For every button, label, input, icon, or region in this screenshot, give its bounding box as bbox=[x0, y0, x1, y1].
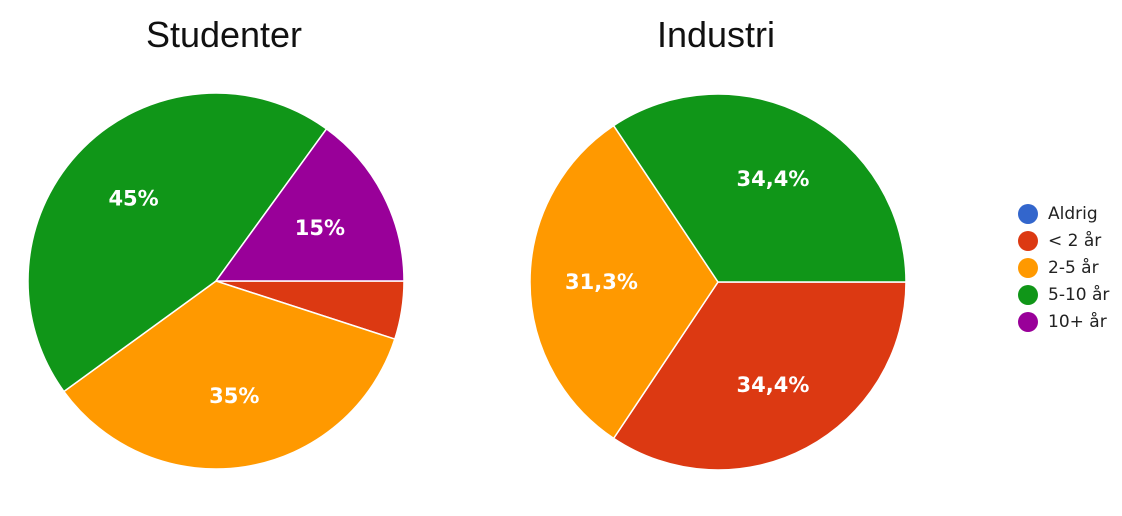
pie-slice-industri-3[interactable] bbox=[612, 93, 907, 283]
legend-swatch-2-5 bbox=[1018, 257, 1038, 278]
legend-item-under-2[interactable]: < 2 år bbox=[1018, 227, 1122, 254]
chart-title-industri: Industri bbox=[656, 14, 776, 55]
legend-swatch-under-2 bbox=[1018, 230, 1038, 251]
pie-slice-studenter-4[interactable] bbox=[214, 127, 405, 282]
pie-charts: 35% 45% 15% 34,4% 31,3% 34,4% bbox=[27, 92, 907, 471]
legend-label-under-2: < 2 år bbox=[1048, 230, 1102, 251]
pie-label-industri-1: 34,4% bbox=[737, 373, 810, 397]
legend-item-5-10[interactable]: 5-10 år bbox=[1018, 281, 1122, 308]
legend-item-10-plus[interactable]: 10+ år bbox=[1018, 308, 1122, 335]
legend-swatch-10-plus bbox=[1018, 311, 1038, 332]
pie-label-studenter-4: 15% bbox=[295, 216, 345, 240]
pie-label-industri-3: 34,4% bbox=[737, 167, 810, 191]
pie-label-studenter-2: 35% bbox=[209, 384, 259, 408]
legend-item-2-5[interactable]: 2-5 år bbox=[1018, 254, 1122, 281]
legend-swatch-aldrig bbox=[1018, 203, 1038, 224]
legend-label-10-plus: 10+ år bbox=[1048, 311, 1107, 332]
pie-label-industri-2: 31,3% bbox=[565, 270, 638, 294]
legend-label-2-5: 2-5 år bbox=[1048, 257, 1099, 278]
legend-label-aldrig: Aldrig bbox=[1048, 203, 1098, 224]
pie-slice-studenter-3[interactable] bbox=[27, 92, 328, 393]
chart-title-studenter: Studenter bbox=[145, 14, 303, 55]
legend-item-aldrig[interactable]: Aldrig bbox=[1018, 200, 1122, 227]
pie-label-studenter-3: 45% bbox=[108, 187, 158, 211]
legend: Aldrig < 2 år 2-5 år 5-10 år 10+ år bbox=[1018, 200, 1122, 335]
legend-label-5-10: 5-10 år bbox=[1048, 284, 1110, 305]
pie-slice-studenter-2[interactable] bbox=[62, 280, 396, 470]
pie-slice-industri-2[interactable] bbox=[529, 124, 719, 440]
legend-swatch-5-10 bbox=[1018, 284, 1038, 305]
